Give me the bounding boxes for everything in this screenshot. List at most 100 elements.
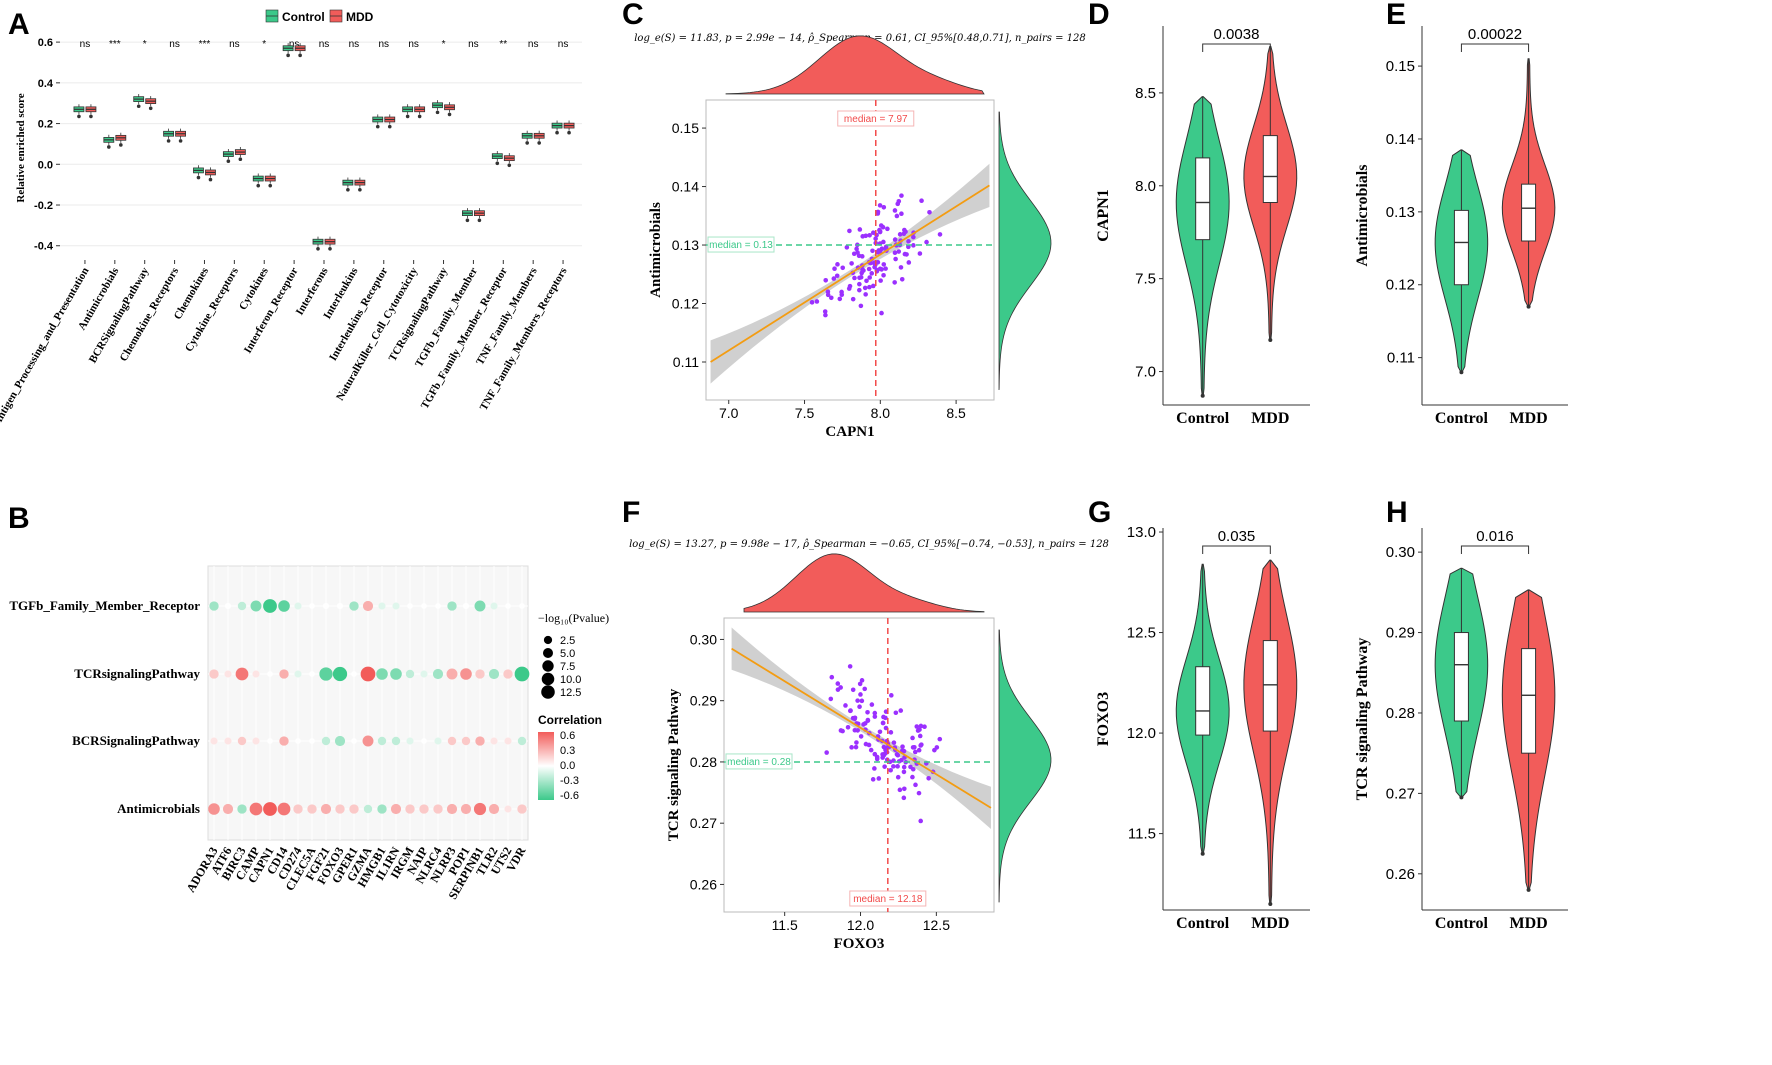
dot [460, 668, 472, 680]
scatter-point [858, 303, 864, 309]
dot [222, 803, 234, 815]
violin-box [1453, 209, 1469, 286]
scatter-point [865, 717, 871, 723]
scatter-point [899, 193, 904, 198]
significance-label: ns [289, 39, 300, 50]
scatter-point [846, 286, 852, 291]
y-tick-label: 0.12 [672, 296, 699, 312]
y-tick-label: 11.5 [1128, 826, 1156, 843]
scatter-point [809, 300, 815, 305]
dot [475, 736, 485, 746]
outlier-point [1268, 337, 1273, 342]
scatter-point [883, 266, 888, 271]
scatter-point [917, 251, 923, 256]
scatter-point [823, 312, 828, 318]
violin-box [1262, 640, 1278, 732]
scatter-point [848, 708, 853, 714]
dot [514, 666, 530, 682]
scatter-point [901, 769, 907, 775]
scatter-point [895, 764, 900, 769]
y-tick-label: 0.14 [672, 179, 699, 195]
scatter-point [906, 260, 912, 265]
outlier-point [1459, 370, 1464, 375]
scatter-point [877, 266, 883, 272]
significance-label: ns [468, 39, 479, 50]
size-legend-label: 12.5 [560, 687, 581, 699]
median-y-label: median = 0.28 [727, 757, 791, 768]
y-tick-label: 0.13 [1386, 204, 1415, 221]
dot [446, 803, 458, 815]
scatter-point [910, 735, 915, 741]
significance-label: *** [199, 39, 211, 50]
scatter-point [863, 741, 869, 747]
dot [209, 601, 219, 611]
scatter-point [880, 752, 885, 757]
dot [335, 804, 345, 814]
scatter-point [904, 252, 909, 257]
dot [351, 671, 357, 677]
marginal-density-right [998, 629, 1052, 903]
dot [294, 670, 302, 678]
y-tick-label: 0.6 [38, 37, 53, 49]
dot [279, 736, 289, 746]
dot [224, 670, 232, 678]
scatter-point [870, 283, 876, 289]
dot [277, 802, 291, 816]
scatter-point [839, 292, 845, 297]
outlier-point [268, 183, 273, 188]
scatter-point [892, 237, 898, 242]
x-tick-label: MDD [1509, 410, 1547, 427]
marginal-density-top [725, 35, 985, 95]
median-x-label-box [837, 110, 915, 127]
outlier-point [256, 183, 261, 188]
outlier-point [316, 247, 320, 251]
dot [237, 804, 247, 814]
dot [309, 738, 315, 744]
dot [405, 804, 415, 814]
outlier-point [208, 177, 213, 182]
scatter-point [814, 299, 820, 304]
scatter-point [887, 759, 893, 765]
y-axis-title: FOXO3 [1095, 692, 1112, 746]
scatter-point [831, 276, 837, 281]
outlier-point [358, 187, 362, 192]
scatter-point [888, 767, 893, 773]
scatter-point [866, 266, 872, 272]
scatter-point [889, 693, 894, 698]
dot [208, 803, 220, 815]
scatter-point [843, 703, 848, 708]
outlier-point [417, 114, 422, 119]
scatter-point [891, 740, 897, 745]
dot [294, 602, 302, 610]
y-axis-title: Relative enriched score [15, 93, 27, 202]
x-axis-title: CAPN1 [825, 424, 874, 440]
dot [460, 803, 472, 815]
scatter-point [852, 716, 858, 722]
scatter-point [869, 702, 875, 707]
outlier-point [477, 218, 482, 223]
dot [293, 804, 303, 814]
legend-label-mdd: MDD [346, 10, 374, 24]
dot [377, 736, 387, 746]
outlier-point [465, 218, 470, 223]
violin-box [1521, 648, 1537, 754]
y-tick-label: 7.0 [1135, 364, 1156, 381]
scatter-point [898, 708, 904, 713]
scatter-point [834, 273, 840, 279]
scatter-point [873, 236, 878, 242]
scatter-point [857, 681, 863, 687]
scatter-point [828, 295, 834, 301]
dot [307, 804, 317, 814]
scatter-point [898, 265, 904, 270]
scatter-point [924, 239, 929, 245]
x-tick-label: 8.0 [871, 405, 891, 421]
y-tick-label: 12.0 [1127, 725, 1156, 742]
scatter-point [835, 681, 841, 686]
outlier-point [387, 124, 392, 129]
y-tick-label: 0.26 [690, 876, 717, 892]
scatter-point [861, 268, 866, 273]
dot [433, 804, 443, 814]
scatter-point [877, 203, 883, 208]
size-legend: −log₁₀(Pvalue) 2.55.07.510.012.5 [538, 611, 609, 699]
scatter-point [899, 276, 905, 282]
